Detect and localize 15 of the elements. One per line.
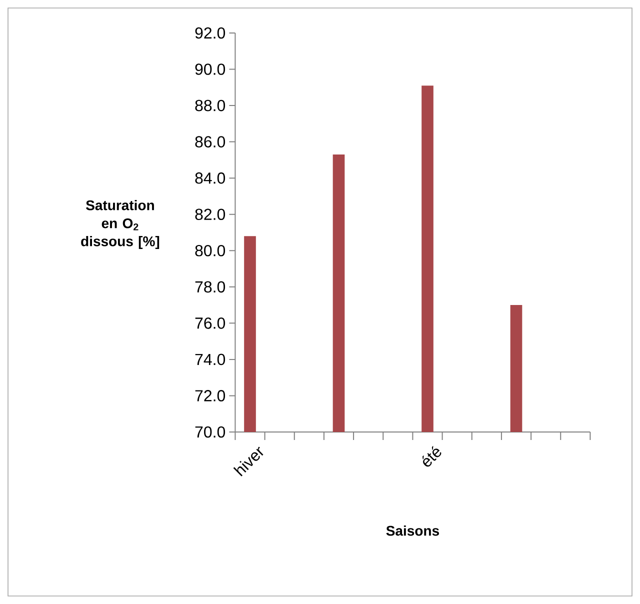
y-tick-label: 78.0 [195,281,226,293]
x-tick-label: été [422,446,442,467]
y-tick-label: 88.0 [195,100,226,112]
y-tick-label: 76.0 [195,318,226,329]
y-tick-label: 92.0 [195,27,226,39]
y-tick-label: 80.0 [195,244,226,256]
y-tick-label: 72.0 [195,390,226,402]
y-axis-title: Saturation en O$_{2}$ dissous [%] [81,200,160,250]
y-tick-label: 90.0 [195,64,226,75]
y-tick-label: 86.0 [195,136,226,148]
y-tick-label: 74.0 [195,354,226,366]
y-tick-label: 70.0 [195,426,226,438]
x-axis-title: Saisons [386,525,439,536]
y-tick-label: 84.0 [195,172,226,184]
y-tick-label: 82.0 [195,208,226,220]
